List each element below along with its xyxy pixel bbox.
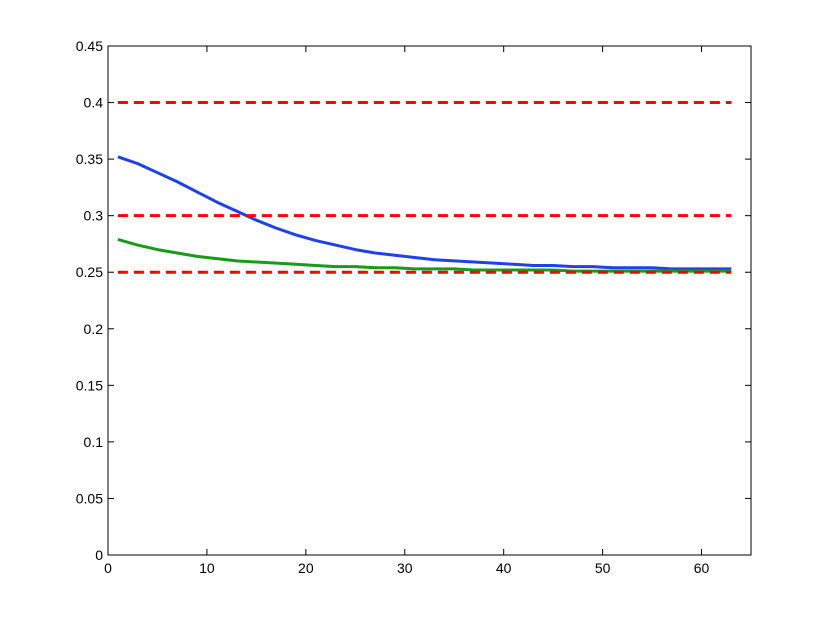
x-tick-label: 30 [397, 560, 413, 576]
series-layer [117, 101, 732, 274]
y-tick-label: 0.15 [76, 377, 103, 393]
y-tick-label: 0.2 [84, 321, 104, 337]
x-tick-label: 40 [496, 560, 512, 576]
x-tick-label: 60 [694, 560, 710, 576]
x-tick-label: 50 [595, 560, 611, 576]
plot-frame [107, 45, 752, 556]
plot-area [108, 46, 751, 555]
tick-layer: 0 10 20 30 40 50 60 0 0.05 0.1 0.15 0.2 0.25 0.3 0.35 0… [76, 38, 751, 576]
y-tick-label: 0 [95, 547, 103, 563]
y-tick-label: 0.45 [76, 38, 103, 54]
y-tick-label: 0.25 [76, 264, 103, 280]
x-tick-label: 0 [104, 560, 112, 576]
y-tick-label: 0.05 [76, 490, 103, 506]
y-tick-label: 0.4 [84, 95, 104, 111]
x-tick-label: 10 [199, 560, 215, 576]
y-tick-label: 0.35 [76, 151, 103, 167]
y-tick-label: 0.1 [84, 434, 104, 450]
series-line-1 [117, 237, 732, 273]
y-tick-label: 0.3 [84, 208, 104, 224]
x-tick-label: 20 [298, 560, 314, 576]
series-line-0 [117, 155, 732, 271]
